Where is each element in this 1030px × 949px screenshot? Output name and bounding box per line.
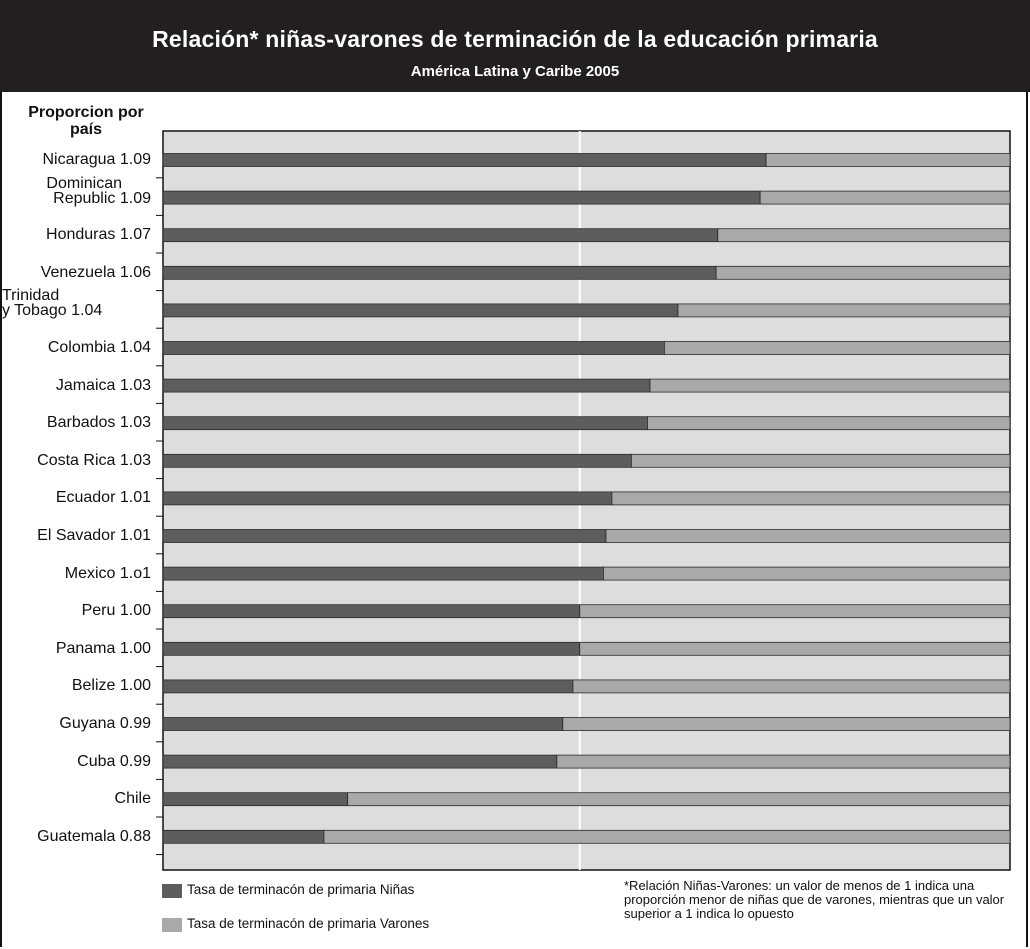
footnote: *Relación Niñas-Varones: un valor de men…: [624, 878, 1005, 921]
category-label: Venezuela 1.06: [40, 263, 151, 281]
chart-title: Relación* niñas-varones de terminación d…: [152, 26, 878, 52]
chart-subtitle: América Latina y Caribe 2005: [410, 63, 620, 80]
category-label: Trinidad: [2, 287, 60, 305]
category-label: Republic 1.09: [53, 189, 151, 207]
legend-swatch-girls: [162, 884, 182, 898]
category-label: y Tobago 1.04: [2, 302, 103, 320]
category-label: Ecuador 1.01: [55, 489, 151, 507]
chart-header: Relación* niñas-varones de terminación d…: [0, 0, 1030, 92]
category-label: Mexico 1.o1: [64, 564, 151, 582]
legend-swatch-boys: [162, 918, 182, 932]
category-label: Guyana 0.99: [59, 715, 151, 732]
category-label: Chile: [114, 790, 151, 808]
category-label: Belize 1.00: [71, 677, 151, 695]
category-label: Peru 1.00: [81, 602, 151, 620]
category-label: El Savador 1.01: [37, 527, 151, 544]
legend-label-boys: Tasa de terminacón de primaria Varones: [187, 916, 430, 931]
category-label: Costa Rica 1.03: [37, 451, 151, 469]
category-label: Colombia 1.04: [47, 339, 151, 356]
category-label: Dominican: [46, 174, 122, 192]
category-label: Panama 1.00: [55, 639, 151, 657]
legend-label-girls: Tasa de terminacón de primaria Niñas: [187, 882, 415, 897]
category-label: Honduras 1.07: [46, 226, 151, 244]
category-label: Nicaragua 1.09: [42, 151, 151, 168]
category-label: Cuba 0.99: [77, 752, 151, 770]
category-label: Jamaica 1.03: [55, 376, 151, 394]
y-axis-header: Proporcion por país: [28, 104, 144, 138]
category-label: Guatemala 0.88: [37, 827, 151, 845]
category-label: Barbados 1.03: [46, 414, 151, 432]
